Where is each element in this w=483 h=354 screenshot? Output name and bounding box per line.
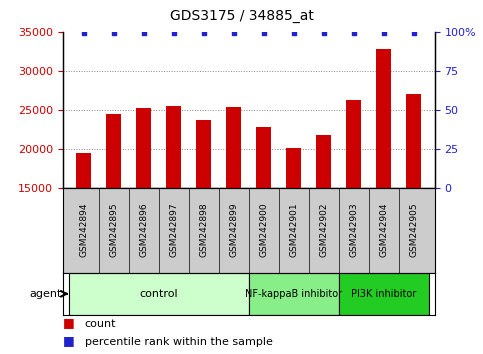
Point [200,30,208,36]
Point [140,30,148,36]
Text: PI3K inhibitor: PI3K inhibitor [351,289,416,299]
Point [380,30,387,36]
Text: ■: ■ [63,334,74,347]
Point [260,30,268,36]
Point [170,30,178,36]
Text: agent: agent [30,289,62,299]
Text: GSM242894: GSM242894 [79,203,88,257]
Bar [406,94,421,188]
Point [320,30,327,36]
Text: NF-kappaB inhibitor: NF-kappaB inhibitor [245,289,342,299]
Bar [376,49,391,188]
Bar [106,114,121,188]
Text: GSM242900: GSM242900 [259,203,268,257]
Bar [256,127,271,188]
Bar [76,153,91,188]
Bar [196,120,211,188]
Text: GSM242898: GSM242898 [199,203,208,257]
Bar [339,273,429,315]
Text: GSM242901: GSM242901 [289,203,298,257]
Bar [69,273,249,315]
Point [110,30,118,36]
Text: GSM242896: GSM242896 [139,203,148,257]
Point [80,30,87,36]
Text: ■: ■ [63,316,74,329]
Text: count: count [85,319,116,329]
Text: GSM242905: GSM242905 [409,203,418,257]
Bar [316,135,331,188]
Point [290,30,298,36]
Point [350,30,357,36]
Bar [166,106,181,188]
Text: GSM242902: GSM242902 [319,203,328,257]
Text: GSM242897: GSM242897 [169,203,178,257]
Point [410,30,418,36]
Text: control: control [140,289,178,299]
Text: percentile rank within the sample: percentile rank within the sample [85,337,272,347]
Bar [136,108,151,188]
Bar [286,148,301,188]
Text: GDS3175 / 34885_at: GDS3175 / 34885_at [170,9,313,23]
Text: GSM242903: GSM242903 [349,203,358,257]
Point [230,30,238,36]
Bar [249,273,339,315]
Bar [226,107,241,188]
Text: GSM242904: GSM242904 [379,203,388,257]
Text: GSM242899: GSM242899 [229,203,238,257]
Text: GSM242895: GSM242895 [109,203,118,257]
Bar [346,99,361,188]
